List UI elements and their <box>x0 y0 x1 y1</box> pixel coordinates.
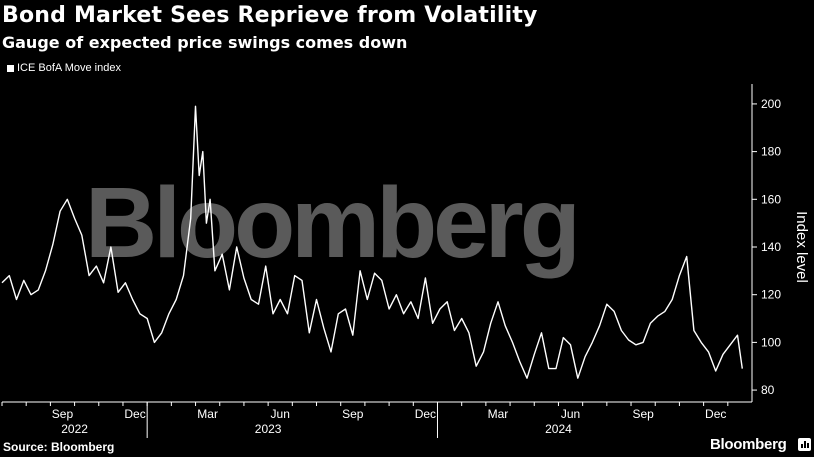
x-axis: Sep Dec Mar Jun Sep Dec Mar Jun Sep Dec 2022 2023 20… <box>1 402 729 438</box>
watermark-text: Bloomberg <box>85 167 577 279</box>
x-year-label: 2023 <box>255 422 282 436</box>
chart-title: Bond Market Sees Reprieve from Volatilit… <box>2 3 538 28</box>
series-line-move-index <box>1 105 743 379</box>
legend-label: ICE BofA Move index <box>17 62 121 74</box>
x-year-label: 2022 <box>61 422 88 436</box>
x-tick-label: Sep <box>632 407 654 421</box>
x-tick-label: Sep <box>342 407 364 421</box>
legend: ICE BofA Move index <box>7 62 121 74</box>
y-tick-label: 80 <box>761 383 775 397</box>
bloomberg-chart-icon <box>798 438 811 451</box>
y-tick-label: 120 <box>761 288 781 302</box>
chart-subtitle: Gauge of expected price swings comes dow… <box>2 33 408 52</box>
y-axis-label: Index level <box>793 211 810 283</box>
x-tick-label: Jun <box>271 407 290 421</box>
y-tick-label: 200 <box>761 97 781 111</box>
source-note: Source: Bloomberg <box>3 440 115 454</box>
x-tick-label: Sep <box>52 407 74 421</box>
x-tick-label: Dec <box>124 407 145 421</box>
x-tick-label: Jun <box>561 407 580 421</box>
y-tick-label: 140 <box>761 240 781 254</box>
y-tick-label: 180 <box>761 145 781 159</box>
x-tick-label: Mar <box>197 407 218 421</box>
x-tick-label: Mar <box>488 407 509 421</box>
x-year-label: 2024 <box>545 422 572 436</box>
y-tick-label: 100 <box>761 335 781 349</box>
x-tick-label: Dec <box>705 407 726 421</box>
y-tick-label: 160 <box>761 192 781 206</box>
legend-swatch <box>7 64 14 72</box>
y-axis: 80 100 120 140 160 180 200 <box>752 97 781 397</box>
x-tick-label: Dec <box>415 407 436 421</box>
brand-logo-text: Bloomberg <box>710 436 787 453</box>
